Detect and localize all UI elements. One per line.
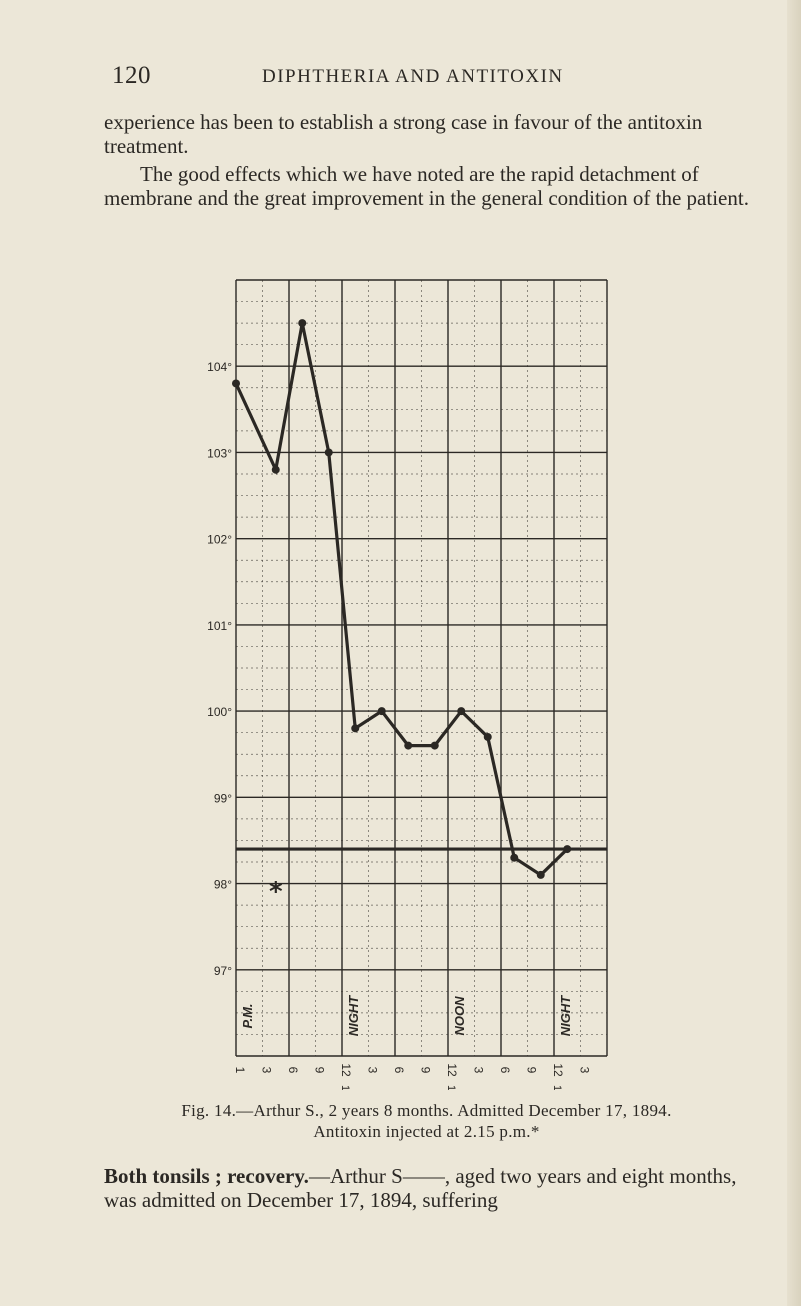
x-tick-label: 3: [366, 1067, 380, 1074]
case-text: —Arthur S——, aged two years and eight mo…: [104, 1164, 737, 1212]
page-edge-shadow: [787, 0, 801, 1306]
temperature-point: [536, 870, 545, 879]
y-tick-label: 99°: [214, 791, 232, 805]
x-tick-label: 12: [551, 1063, 565, 1077]
temperature-point: [404, 741, 413, 750]
temperature-point: [377, 707, 386, 716]
x-subtick-label: 1: [551, 1085, 563, 1090]
temperature-point: [430, 741, 439, 750]
paragraph-2: The good effects which we have noted are…: [104, 162, 749, 210]
temperature-point: [351, 724, 360, 733]
y-tick-label: 98°: [214, 878, 232, 892]
x-tick-label: 9: [313, 1067, 327, 1074]
figure-caption-line-1: Fig. 14.—Arthur S., 2 years 8 months. Ad…: [181, 1101, 672, 1120]
case-heading: Both tonsils ; recovery.: [104, 1164, 309, 1188]
temperature-chart-svg: 104° 103° 102° 101° 100° 99° 98° 97° 1 3 6 9 12 1 3 6 9 1…: [207, 279, 608, 1091]
page-number: 120: [112, 62, 151, 89]
y-tick-label: 102°: [207, 533, 232, 547]
running-head: 120 DIPHTHERIA AND ANTITOXIN: [112, 62, 740, 92]
y-tick-label: 101°: [207, 619, 232, 633]
x-tick-label: 9: [525, 1067, 539, 1074]
temperature-point: [563, 845, 572, 854]
temperature-line: [234, 322, 569, 877]
running-title: DIPHTHERIA AND ANTITOXIN: [262, 66, 564, 87]
x-tick-label: 1: [233, 1067, 247, 1074]
temperature-point: [510, 853, 519, 862]
x-tick-label: 6: [498, 1067, 512, 1074]
x-tick-label: 3: [578, 1067, 592, 1074]
temperature-point: [457, 707, 466, 716]
temperature-point: [298, 319, 307, 328]
figure-caption-line-2: Antitoxin injected at 2.15 p.m.*: [313, 1122, 540, 1141]
y-tick-label: 100°: [207, 705, 232, 719]
temperature-point: [483, 732, 492, 741]
temperature-point: [232, 379, 240, 388]
column-label: NOON: [452, 996, 467, 1036]
injection-marker: *: [269, 877, 283, 907]
paragraph-3: Both tonsils ; recovery.—Arthur S——, age…: [104, 1164, 749, 1212]
column-label: NIGHT: [346, 995, 361, 1037]
x-subtick-label: 1: [339, 1085, 351, 1090]
x-tick-label: 3: [472, 1067, 486, 1074]
x-tick-label: 3: [260, 1067, 274, 1074]
column-label: NIGHT: [558, 995, 573, 1037]
y-tick-label: 103°: [207, 446, 232, 460]
temperature-point: [271, 465, 280, 474]
y-tick-label: 104°: [207, 360, 232, 374]
x-subtick-label: 1: [445, 1085, 457, 1090]
x-tick-label: 12: [445, 1063, 459, 1077]
x-tick-label: 6: [392, 1067, 406, 1074]
x-tick-label: 9: [419, 1067, 433, 1074]
temperature-point: [324, 448, 333, 457]
column-label: P.M.: [240, 1003, 255, 1028]
x-tick-label: 12: [339, 1063, 353, 1077]
y-tick-label: 97°: [214, 964, 232, 978]
x-tick-label: 6: [286, 1067, 300, 1074]
paragraph-1: experience has been to establish a stron…: [104, 110, 703, 158]
